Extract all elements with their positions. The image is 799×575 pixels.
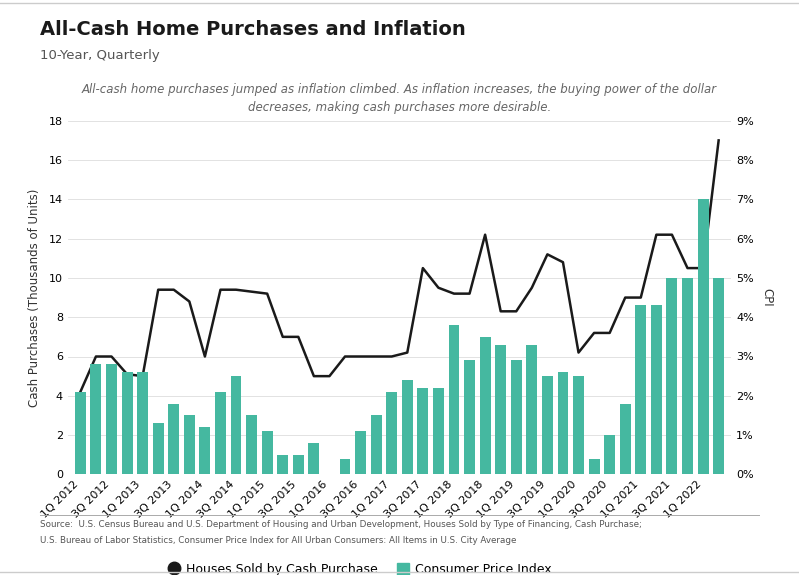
Bar [355,431,366,474]
Bar [495,344,506,474]
Bar [448,325,459,474]
Bar [121,372,133,474]
Bar [714,278,724,474]
Bar [417,388,428,474]
Bar [635,305,646,474]
Bar [402,380,413,474]
Bar [137,372,148,474]
Bar [106,365,117,474]
Bar [308,443,320,474]
Bar [200,427,210,474]
Bar [169,404,179,474]
Bar [371,415,382,474]
Text: decreases, making cash purchases more desirable.: decreases, making cash purchases more de… [248,101,551,114]
Bar [604,435,615,474]
Bar [542,376,553,474]
Bar [511,361,522,474]
Bar [479,337,491,474]
Bar [262,431,272,474]
Bar [433,388,444,474]
Bar [184,415,195,474]
Text: U.S. Bureau of Labor Statistics, Consumer Price Index for All Urban Consumers: A: U.S. Bureau of Labor Statistics, Consume… [40,536,516,545]
Bar [231,376,241,474]
Bar [589,459,599,474]
Bar [340,459,351,474]
Text: 10-Year, Quarterly: 10-Year, Quarterly [40,49,160,62]
Bar [698,200,709,474]
Y-axis label: CPI: CPI [760,288,773,307]
Bar [75,392,85,474]
Text: All-cash home purchases jumped as inflation climbed. As inflation increases, the: All-cash home purchases jumped as inflat… [82,83,717,97]
Bar [153,423,164,474]
Bar [386,392,397,474]
Bar [277,455,288,474]
Bar [324,474,335,486]
Text: All-Cash Home Purchases and Inflation: All-Cash Home Purchases and Inflation [40,20,466,39]
Bar [558,372,568,474]
Bar [293,455,304,474]
Bar [620,404,630,474]
Bar [527,344,537,474]
Bar [651,305,662,474]
Bar [90,365,101,474]
Bar [215,392,226,474]
Bar [464,361,475,474]
Bar [573,376,584,474]
Bar [682,278,693,474]
Text: Source:  U.S. Census Bureau and U.S. Department of Housing and Urban Development: Source: U.S. Census Bureau and U.S. Depa… [40,520,642,530]
Bar [666,278,678,474]
Legend: Houses Sold by Cash Purchase, Consumer Price Index: Houses Sold by Cash Purchase, Consumer P… [162,558,557,575]
Bar [246,415,257,474]
Y-axis label: Cash Purchases (Thousands of Units): Cash Purchases (Thousands of Units) [28,189,41,407]
